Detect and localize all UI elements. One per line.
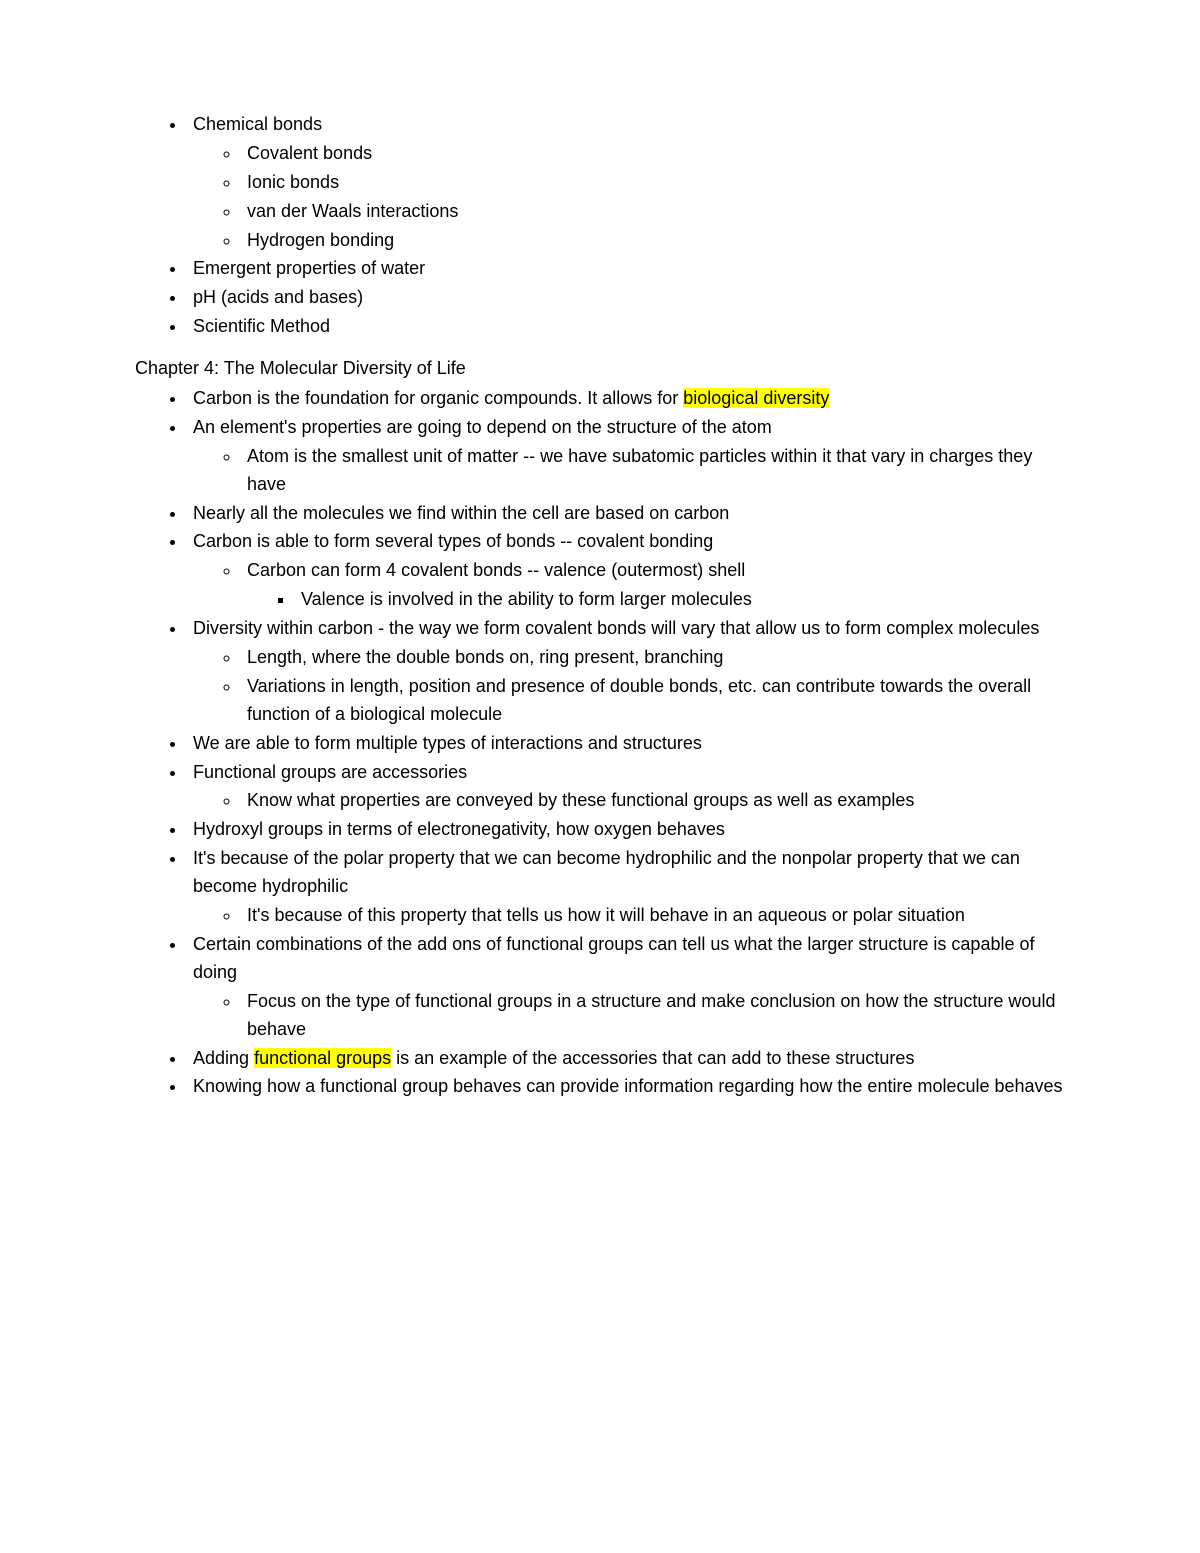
item-text: Nearly all the molecules we find within … (193, 503, 729, 523)
list-item: van der Waals interactions (241, 198, 1065, 226)
sub-list: It's because of this property that tells… (193, 902, 1065, 930)
list-item: Scientific Method (187, 313, 1065, 341)
list-item: Nearly all the molecules we find within … (187, 500, 1065, 528)
sub-list: Atom is the smallest unit of matter -- w… (193, 443, 1065, 499)
list-item: Covalent bonds (241, 140, 1065, 168)
highlighted-text: functional groups (254, 1048, 391, 1068)
item-text: Ionic bonds (247, 172, 339, 192)
list-item: Knowing how a functional group behaves c… (187, 1073, 1065, 1101)
list-item: Functional groups are accessories Know w… (187, 759, 1065, 816)
list-item: Atom is the smallest unit of matter -- w… (241, 443, 1065, 499)
list-item: It's because of this property that tells… (241, 902, 1065, 930)
sub-sub-list: Valence is involved in the ability to fo… (247, 586, 1065, 614)
sub-list: Covalent bonds Ionic bonds van der Waals… (193, 140, 1065, 255)
list-item: Variations in length, position and prese… (241, 673, 1065, 729)
list-item: Ionic bonds (241, 169, 1065, 197)
item-text: Know what properties are conveyed by the… (247, 790, 914, 810)
list-item: pH (acids and bases) (187, 284, 1065, 312)
list-item: It's because of the polar property that … (187, 845, 1065, 930)
list-item: Carbon is able to form several types of … (187, 528, 1065, 614)
item-text: It's because of the polar property that … (193, 848, 1020, 896)
item-text-pre: Carbon is the foundation for organic com… (193, 388, 683, 408)
item-text: Certain combinations of the add ons of f… (193, 934, 1034, 982)
list-item: Length, where the double bonds on, ring … (241, 644, 1065, 672)
list-item: Hydrogen bonding (241, 227, 1065, 255)
document-page: Chemical bonds Covalent bonds Ionic bond… (0, 0, 1200, 1302)
list-item: An element's properties are going to dep… (187, 414, 1065, 499)
list-item: Carbon can form 4 covalent bonds -- vale… (241, 557, 1065, 614)
item-text: Covalent bonds (247, 143, 372, 163)
item-text: Hydrogen bonding (247, 230, 394, 250)
item-text: Variations in length, position and prese… (247, 676, 1031, 724)
sub-list: Length, where the double bonds on, ring … (193, 644, 1065, 729)
item-text: Knowing how a functional group behaves c… (193, 1076, 1063, 1096)
item-text-pre: Adding (193, 1048, 254, 1068)
list-item: Carbon is the foundation for organic com… (187, 385, 1065, 413)
item-text: An element's properties are going to dep… (193, 417, 772, 437)
item-text: We are able to form multiple types of in… (193, 733, 702, 753)
item-text: Length, where the double bonds on, ring … (247, 647, 723, 667)
item-text: Chemical bonds (193, 114, 322, 134)
item-text: Diversity within carbon - the way we for… (193, 618, 1039, 638)
item-text-post: is an example of the accessories that ca… (391, 1048, 914, 1068)
list-item: We are able to form multiple types of in… (187, 730, 1065, 758)
item-text: Focus on the type of functional groups i… (247, 991, 1055, 1039)
item-text: van der Waals interactions (247, 201, 458, 221)
item-text: Functional groups are accessories (193, 762, 467, 782)
item-text: Scientific Method (193, 316, 330, 336)
list-item: Diversity within carbon - the way we for… (187, 615, 1065, 729)
item-text: It's because of this property that tells… (247, 905, 965, 925)
sub-list: Know what properties are conveyed by the… (193, 787, 1065, 815)
item-text: Hydroxyl groups in terms of electronegat… (193, 819, 725, 839)
highlighted-text: biological diversity (683, 388, 829, 408)
item-text: pH (acids and bases) (193, 287, 363, 307)
list-item: Emergent properties of water (187, 255, 1065, 283)
list-item: Hydroxyl groups in terms of electronegat… (187, 816, 1065, 844)
list-item: Certain combinations of the add ons of f… (187, 931, 1065, 1044)
sub-list: Carbon can form 4 covalent bonds -- vale… (193, 557, 1065, 614)
item-text: Atom is the smallest unit of matter -- w… (247, 446, 1032, 494)
item-text: Carbon can form 4 covalent bonds -- vale… (247, 560, 745, 580)
chapter-title: Chapter 4: The Molecular Diversity of Li… (135, 355, 1065, 383)
top-list: Chemical bonds Covalent bonds Ionic bond… (135, 111, 1065, 341)
sub-list: Focus on the type of functional groups i… (193, 988, 1065, 1044)
list-item: Chemical bonds Covalent bonds Ionic bond… (187, 111, 1065, 254)
item-text: Valence is involved in the ability to fo… (301, 589, 752, 609)
item-text: Carbon is able to form several types of … (193, 531, 713, 551)
chapter-list: Carbon is the foundation for organic com… (135, 385, 1065, 1101)
list-item: Valence is involved in the ability to fo… (295, 586, 1065, 614)
list-item: Adding functional groups is an example o… (187, 1045, 1065, 1073)
item-text: Emergent properties of water (193, 258, 425, 278)
list-item: Focus on the type of functional groups i… (241, 988, 1065, 1044)
list-item: Know what properties are conveyed by the… (241, 787, 1065, 815)
